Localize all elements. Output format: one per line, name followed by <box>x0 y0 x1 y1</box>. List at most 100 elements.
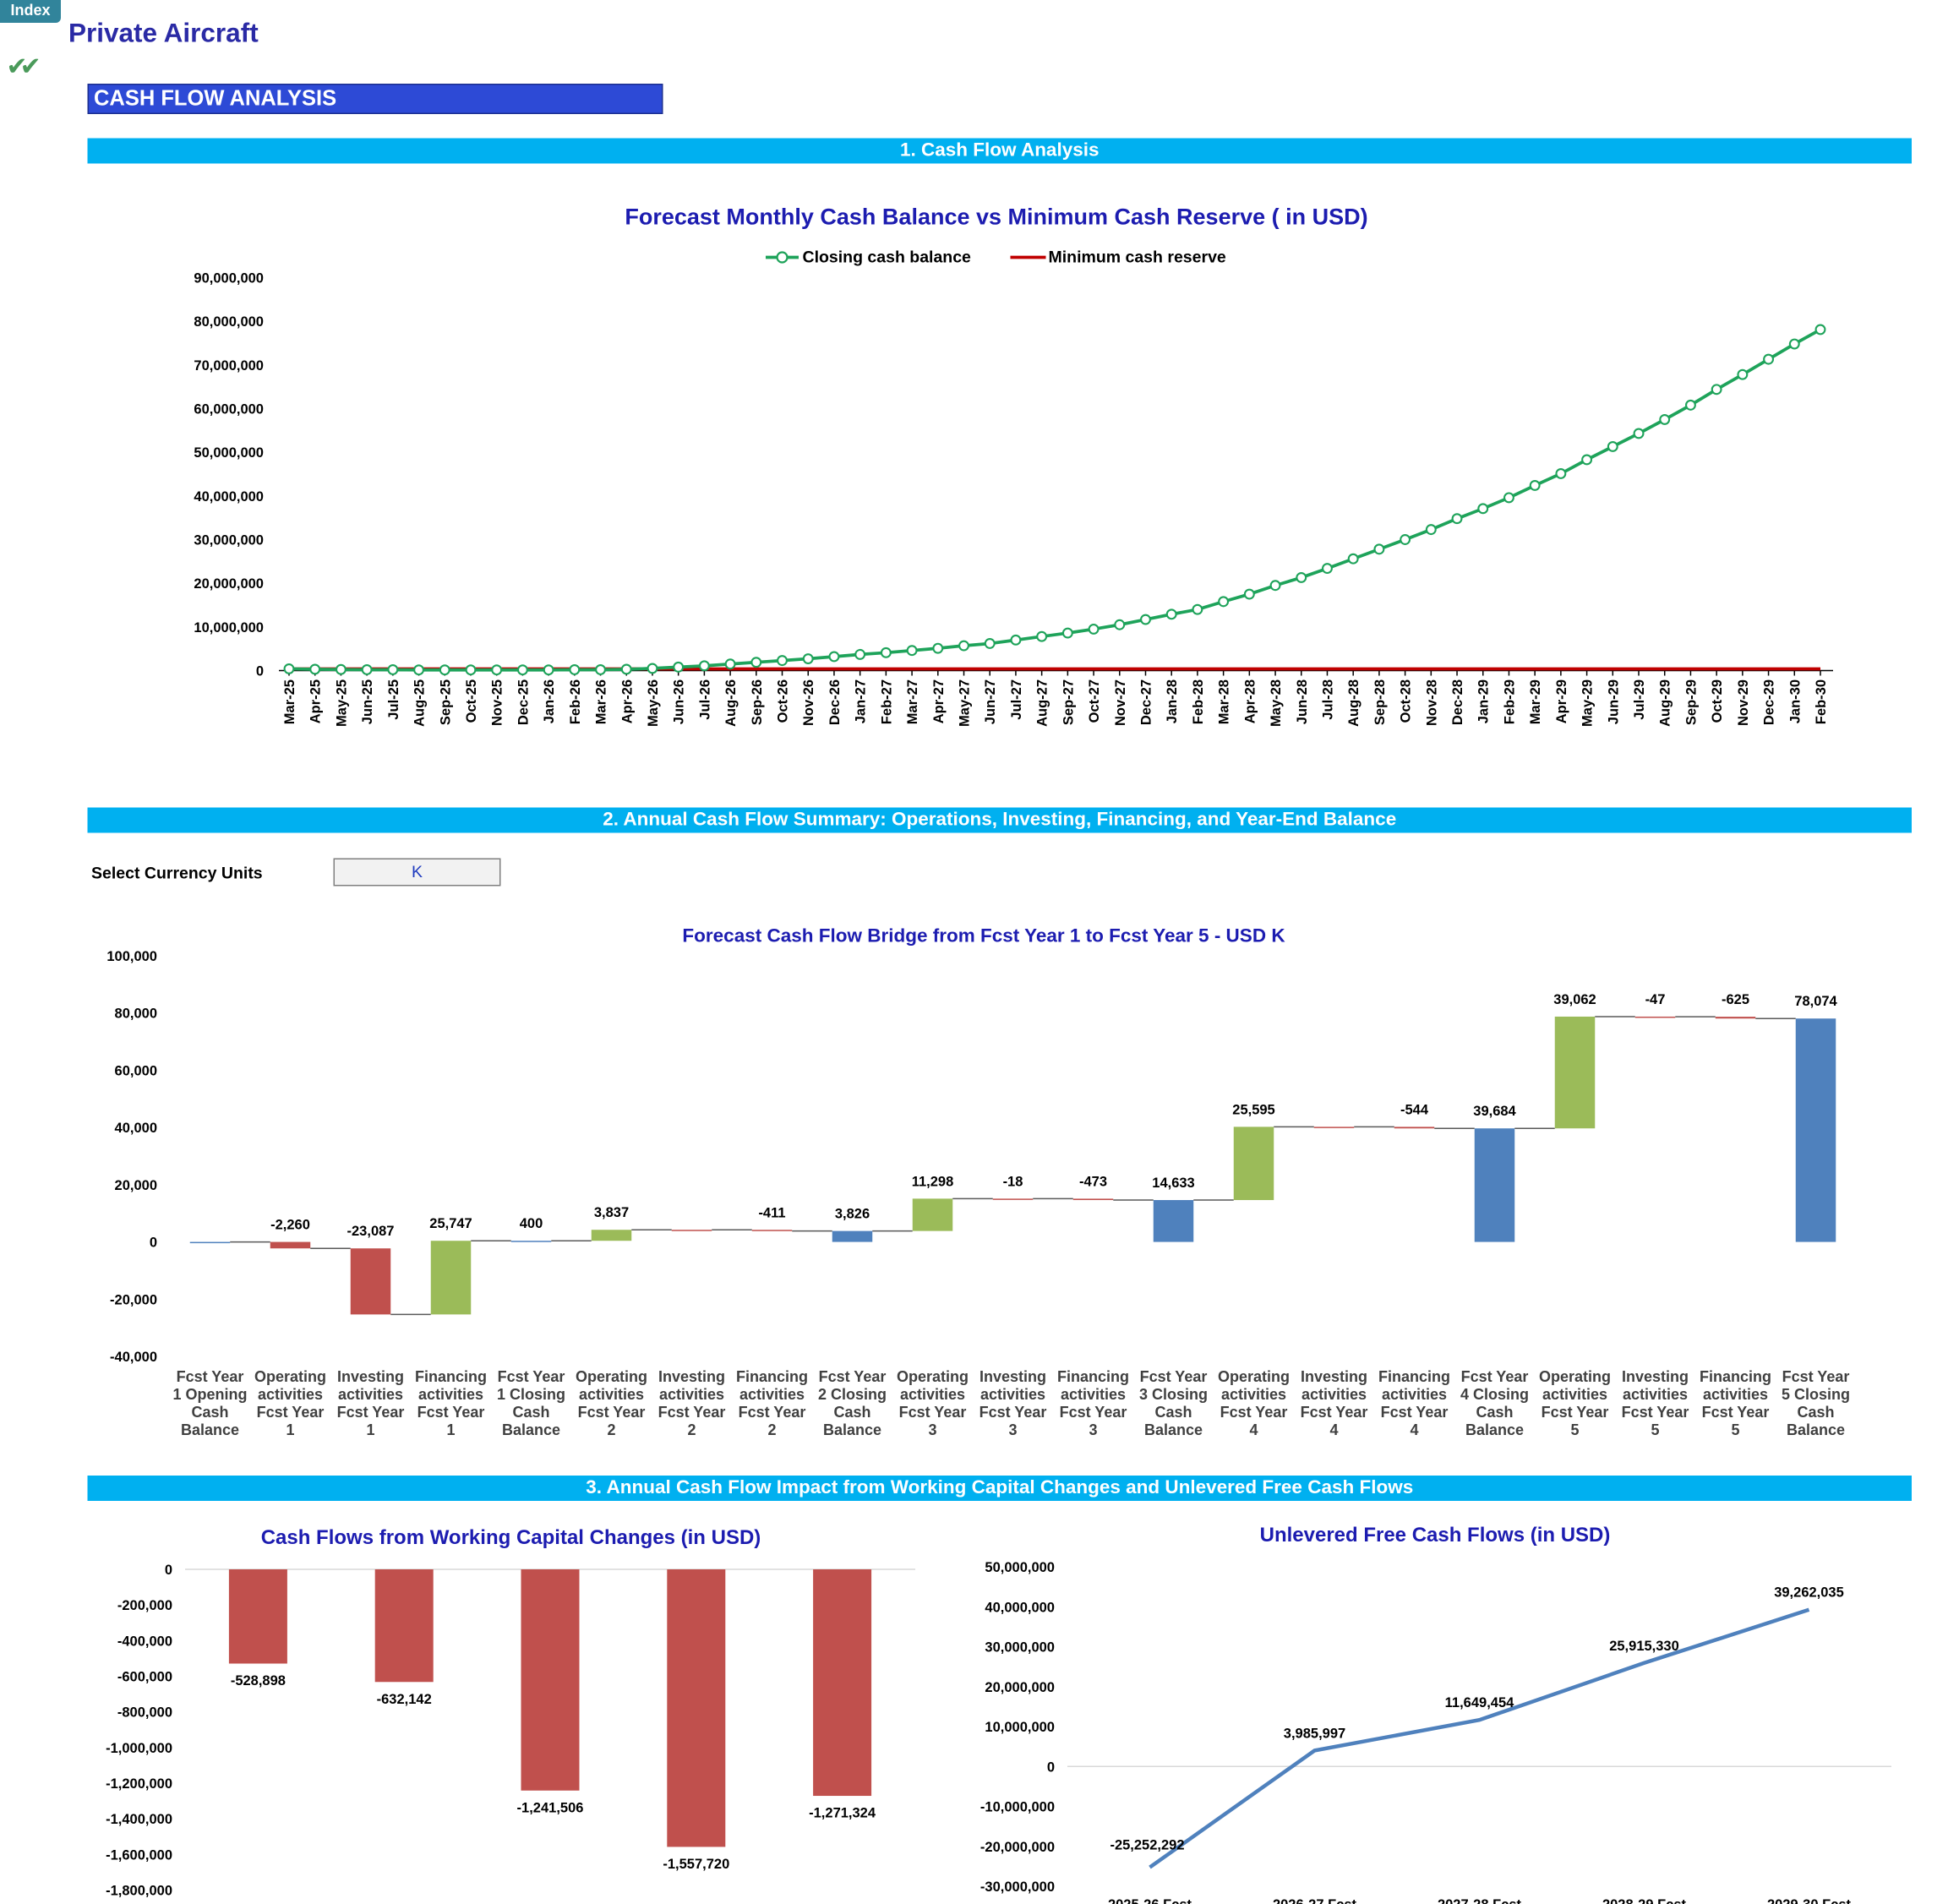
closing-balance-point <box>1114 619 1126 630</box>
category-label: Fcst Year <box>819 1368 887 1385</box>
x-tick-label: Mar-29 <box>1528 679 1543 724</box>
closing-balance-point <box>1788 338 1800 350</box>
data-label: 25,595 <box>1232 1102 1274 1117</box>
x-tick-label: Dec-26 <box>827 679 843 725</box>
x-tick-label: Aug-26 <box>723 679 739 727</box>
closing-balance-point <box>620 663 632 675</box>
legend-label-minimum: Minimum cash reserve <box>1049 248 1226 267</box>
category-label: Balance <box>1465 1421 1524 1438</box>
y-tick-label: 40,000,000 <box>194 489 264 505</box>
category-label: Investing <box>1622 1368 1689 1385</box>
x-tick-label: Mar-25 <box>282 679 297 724</box>
y-tick-label: 50,000,000 <box>194 445 264 461</box>
closing-balance-point <box>1322 563 1333 575</box>
category-label: Operating <box>897 1368 969 1385</box>
x-tick-label: Dec-25 <box>516 679 531 725</box>
ufcf-line <box>1149 1607 1810 1869</box>
x-tick-label: Jun-26 <box>672 679 687 724</box>
y-tick-label: 30,000,000 <box>194 533 264 548</box>
index-button[interactable]: Index <box>0 0 61 23</box>
x-tick-label: Feb-26 <box>568 679 583 724</box>
category-label: 2025-26 Fcst <box>216 1902 301 1904</box>
closing-balance-point <box>1400 534 1411 545</box>
x-tick-label: Mar-27 <box>905 679 920 724</box>
category-label: Balance <box>1787 1421 1845 1438</box>
x-tick-label: Jan-30 <box>1787 679 1803 723</box>
closing-balance-point <box>1711 384 1722 396</box>
category-label: 2 <box>767 1421 776 1438</box>
category-label: Financing <box>736 1368 808 1385</box>
category-label: 1 <box>286 1421 294 1438</box>
data-label: -25,252,292 <box>1110 1838 1184 1853</box>
closing-balance-point <box>1036 630 1048 642</box>
data-label: -23,087 <box>347 1224 395 1239</box>
y-tick-label: -400,000 <box>117 1634 172 1649</box>
category-label: 2028-29 Fcst <box>1602 1897 1687 1904</box>
category-label: activities <box>1623 1386 1688 1403</box>
x-tick-label: Dec-29 <box>1762 679 1777 725</box>
x-tick-label: Dec-28 <box>1450 679 1465 725</box>
category-label: 2026-27 Fcst <box>1273 1897 1357 1904</box>
category-label: Cash <box>833 1404 870 1421</box>
x-tick-label: Feb-29 <box>1502 679 1517 724</box>
data-label: -528,898 <box>231 1673 286 1689</box>
closing-balance-point <box>1763 353 1775 365</box>
bar-outflow <box>671 1230 712 1231</box>
category-label: 2 <box>607 1421 615 1438</box>
x-tick-label: May-27 <box>958 679 973 727</box>
closing-balance-point <box>387 664 399 675</box>
closing-balance-point <box>698 660 710 672</box>
bar-inflow <box>1233 1127 1274 1201</box>
category-label: Fcst Year <box>337 1404 405 1421</box>
x-tick-label: Oct-27 <box>1087 679 1102 723</box>
x-tick-label: Jul-27 <box>1009 679 1024 720</box>
chart-title: Forecast Cash Flow Bridge from Fcst Year… <box>682 925 1285 947</box>
wc-bar <box>228 1569 287 1664</box>
data-label: -1,557,720 <box>663 1857 729 1872</box>
y-tick-label: 80,000 <box>115 1007 157 1022</box>
closing-balance-point <box>465 664 477 676</box>
category-label: activities <box>1703 1386 1768 1403</box>
y-tick-label: -1,600,000 <box>106 1847 172 1863</box>
category-label: Fcst Year <box>980 1404 1047 1421</box>
closing-balance-point <box>1555 468 1567 479</box>
category-label: 1 <box>446 1421 455 1438</box>
currency-units-select[interactable]: K <box>333 858 501 887</box>
x-tick-label: May-26 <box>646 679 661 727</box>
y-tick-label: 40,000 <box>115 1121 157 1136</box>
category-label: activities <box>739 1386 805 1403</box>
x-tick-label: Aug-25 <box>412 679 428 727</box>
y-tick-label: 20,000,000 <box>985 1680 1055 1695</box>
x-tick-label: Jun-27 <box>983 679 998 724</box>
y-tick-label: 60,000 <box>115 1063 157 1078</box>
bar-outflow <box>1634 1016 1676 1018</box>
bar-inflow <box>912 1198 953 1231</box>
category-label: Fcst Year <box>1782 1368 1850 1385</box>
closing-balance-point <box>413 664 425 676</box>
category-label: 5 <box>1651 1421 1659 1438</box>
category-label: Fcst Year <box>1702 1404 1770 1421</box>
data-label: 400 <box>520 1216 543 1231</box>
legend-marker-closing <box>776 251 789 264</box>
category-label: 4 <box>1329 1421 1338 1438</box>
category-label: Operating <box>1539 1368 1611 1385</box>
x-tick-label: Sep-27 <box>1061 679 1076 725</box>
closing-balance-point <box>1243 588 1255 600</box>
category-label: Financing <box>1057 1368 1129 1385</box>
x-tick-label: Sep-26 <box>750 679 765 725</box>
closing-balance-point <box>958 640 969 652</box>
closing-balance-point <box>828 651 840 663</box>
category-label: activities <box>338 1386 403 1403</box>
data-label: 25,747 <box>429 1216 472 1231</box>
category-label: Cash <box>191 1404 228 1421</box>
x-tick-label: Jan-29 <box>1476 679 1492 723</box>
x-tick-label: Feb-28 <box>1191 679 1206 724</box>
y-tick-label: 30,000,000 <box>985 1640 1055 1656</box>
y-tick-label: -40,000 <box>110 1350 157 1365</box>
x-tick-label: May-28 <box>1269 679 1284 727</box>
closing-balance-point <box>1529 479 1541 491</box>
bar-outflow <box>751 1230 793 1231</box>
closing-balance-point <box>984 638 996 649</box>
x-tick-label: May-29 <box>1580 679 1596 727</box>
category-label: Balance <box>1144 1421 1203 1438</box>
